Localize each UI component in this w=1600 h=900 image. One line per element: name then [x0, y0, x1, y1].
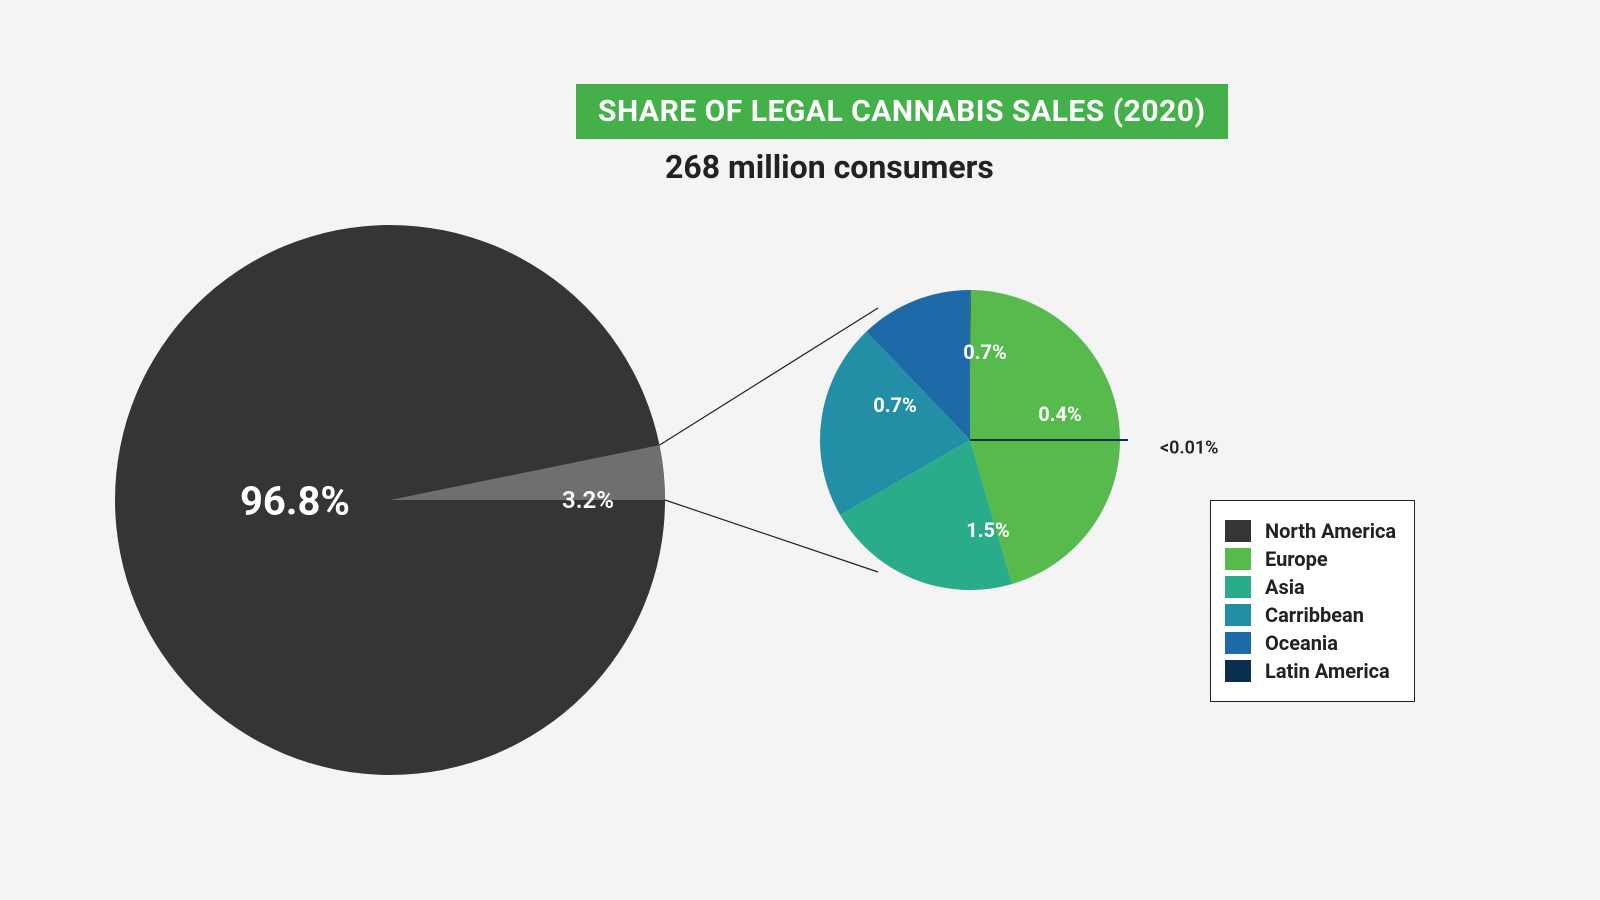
- legend-swatch: [1225, 520, 1251, 542]
- legend-label: Europe: [1265, 547, 1328, 571]
- detail-label-europe: 1.5%: [966, 518, 1010, 542]
- chart-stage: SHARE OF LEGAL CANNABIS SALES (2020) 268…: [0, 0, 1600, 900]
- detail-label-latin-america: <0.01%: [1160, 438, 1218, 459]
- chart-subtitle: 268 million consumers: [665, 148, 994, 186]
- legend-label: Carribbean: [1265, 603, 1364, 627]
- chart-title-badge: SHARE OF LEGAL CANNABIS SALES (2020): [576, 84, 1228, 139]
- legend-row: Oceania: [1225, 631, 1396, 655]
- legend-row: Carribbean: [1225, 603, 1396, 627]
- legend-swatch: [1225, 604, 1251, 626]
- legend-label: Latin America: [1265, 659, 1390, 683]
- legend-swatch: [1225, 548, 1251, 570]
- detail-label-caribbean: 0.7%: [963, 340, 1007, 364]
- legend-row: Europe: [1225, 547, 1396, 571]
- legend-swatch: [1225, 660, 1251, 682]
- legend-swatch: [1225, 576, 1251, 598]
- legend-label: North America: [1265, 519, 1396, 543]
- legend-row: Latin America: [1225, 659, 1396, 683]
- detail-label-asia: 0.7%: [873, 393, 917, 417]
- detail-label-oceania: 0.4%: [1038, 402, 1082, 426]
- legend-label: Asia: [1265, 575, 1305, 599]
- legend-label: Oceania: [1265, 631, 1338, 655]
- main-slice-label-north-america: 96.8%: [240, 478, 350, 525]
- main-slice-label-rest: 3.2%: [562, 486, 614, 514]
- chart-title-text: SHARE OF LEGAL CANNABIS SALES (2020): [598, 94, 1206, 129]
- legend-swatch: [1225, 632, 1251, 654]
- legend: North America Europe Asia Carribbean Oce…: [1210, 500, 1415, 702]
- legend-row: Asia: [1225, 575, 1396, 599]
- legend-row: North America: [1225, 519, 1396, 543]
